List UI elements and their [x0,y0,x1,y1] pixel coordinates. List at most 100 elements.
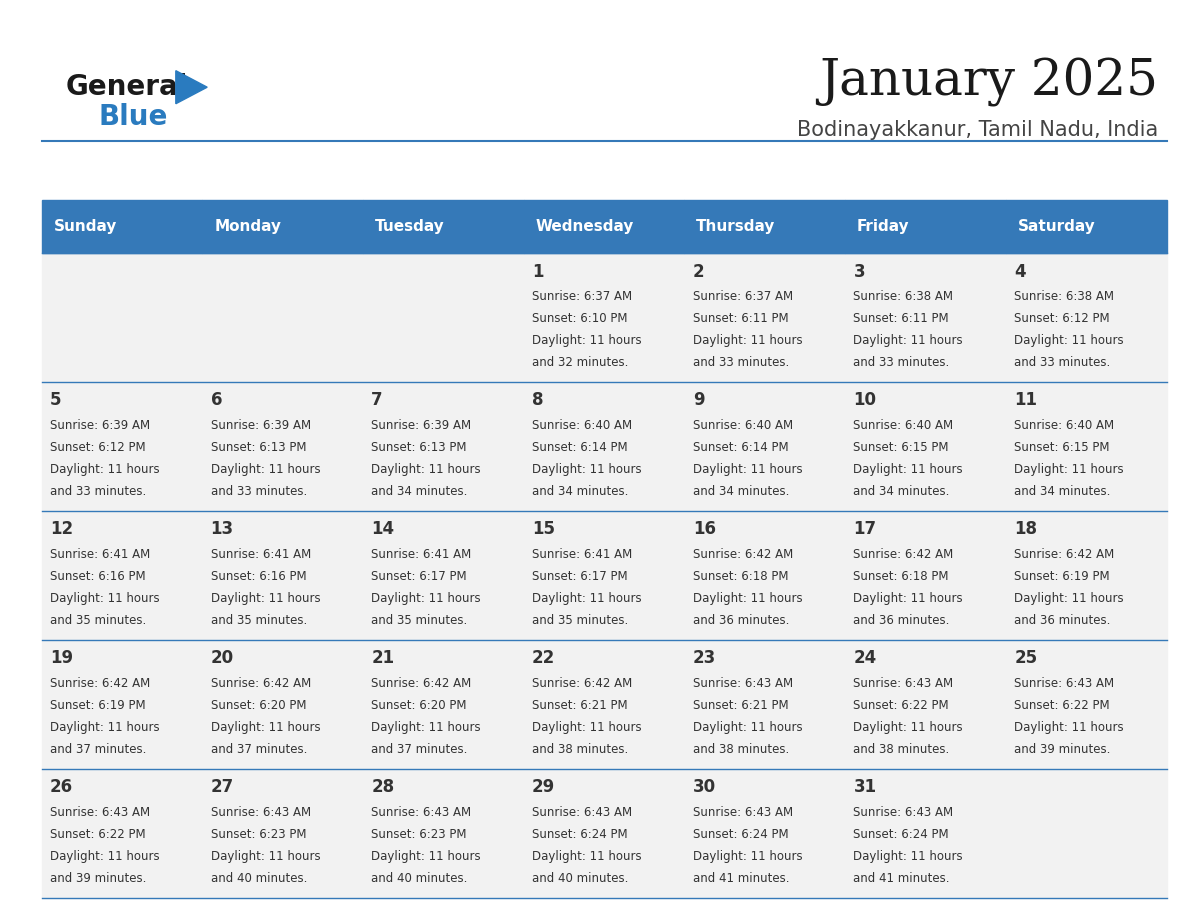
Text: and 33 minutes.: and 33 minutes. [50,485,146,498]
Text: Daylight: 11 hours: Daylight: 11 hours [210,721,321,733]
Text: 2: 2 [693,263,704,281]
Text: Sunrise: 6:40 AM: Sunrise: 6:40 AM [853,419,954,432]
Text: Sunrise: 6:41 AM: Sunrise: 6:41 AM [372,548,472,561]
Text: 29: 29 [532,778,555,796]
Text: and 33 minutes.: and 33 minutes. [853,356,949,369]
Text: Sunset: 6:12 PM: Sunset: 6:12 PM [1015,312,1110,325]
Text: Sunset: 6:20 PM: Sunset: 6:20 PM [372,699,467,711]
Text: Daylight: 11 hours: Daylight: 11 hours [1015,463,1124,476]
Polygon shape [176,71,207,104]
Text: Bodinayakkanur, Tamil Nadu, India: Bodinayakkanur, Tamil Nadu, India [797,120,1158,140]
Text: 25: 25 [1015,649,1037,667]
Text: General: General [65,73,188,101]
Text: Sunrise: 6:40 AM: Sunrise: 6:40 AM [1015,419,1114,432]
Text: Sunset: 6:19 PM: Sunset: 6:19 PM [1015,570,1110,583]
Text: Sunset: 6:22 PM: Sunset: 6:22 PM [853,699,949,711]
Text: Sunrise: 6:37 AM: Sunrise: 6:37 AM [532,290,632,303]
Bar [42,511,1167,640]
Text: 24: 24 [853,649,877,667]
Text: Sunrise: 6:42 AM: Sunrise: 6:42 AM [372,677,472,689]
Bar [202,200,364,253]
Bar [524,200,684,253]
Text: 27: 27 [210,778,234,796]
Text: and 35 minutes.: and 35 minutes. [532,614,628,627]
Text: 30: 30 [693,778,716,796]
Text: Saturday: Saturday [1018,219,1095,234]
Text: 6: 6 [210,391,222,409]
Text: and 40 minutes.: and 40 minutes. [372,872,468,885]
Text: Sunset: 6:10 PM: Sunset: 6:10 PM [532,312,627,325]
Text: Daylight: 11 hours: Daylight: 11 hours [853,463,963,476]
Text: Daylight: 11 hours: Daylight: 11 hours [853,592,963,605]
Text: Sunset: 6:12 PM: Sunset: 6:12 PM [50,441,145,454]
Text: Sunset: 6:24 PM: Sunset: 6:24 PM [532,828,627,841]
Bar [42,382,1167,511]
Text: Sunset: 6:11 PM: Sunset: 6:11 PM [853,312,949,325]
Text: 17: 17 [853,521,877,538]
Text: Sunrise: 6:42 AM: Sunrise: 6:42 AM [210,677,311,689]
Bar [42,200,202,253]
Text: Sunset: 6:18 PM: Sunset: 6:18 PM [853,570,949,583]
Text: Sunrise: 6:42 AM: Sunrise: 6:42 AM [532,677,632,689]
Text: Sunset: 6:23 PM: Sunset: 6:23 PM [210,828,307,841]
Text: Sunrise: 6:40 AM: Sunrise: 6:40 AM [693,419,792,432]
Text: 3: 3 [853,263,865,281]
Text: Sunrise: 6:39 AM: Sunrise: 6:39 AM [50,419,150,432]
Text: Sunset: 6:23 PM: Sunset: 6:23 PM [372,828,467,841]
Text: Daylight: 11 hours: Daylight: 11 hours [1015,721,1124,733]
Text: Sunset: 6:15 PM: Sunset: 6:15 PM [1015,441,1110,454]
Text: and 34 minutes.: and 34 minutes. [1015,485,1111,498]
Text: Sunset: 6:13 PM: Sunset: 6:13 PM [210,441,307,454]
Text: Daylight: 11 hours: Daylight: 11 hours [1015,592,1124,605]
Text: 8: 8 [532,391,544,409]
Text: Sunset: 6:16 PM: Sunset: 6:16 PM [50,570,145,583]
Text: Sunset: 6:13 PM: Sunset: 6:13 PM [372,441,467,454]
Bar [42,640,1167,769]
Text: Sunset: 6:11 PM: Sunset: 6:11 PM [693,312,789,325]
Text: and 36 minutes.: and 36 minutes. [853,614,950,627]
Text: and 38 minutes.: and 38 minutes. [693,743,789,756]
Text: Sunrise: 6:41 AM: Sunrise: 6:41 AM [50,548,150,561]
Text: Friday: Friday [857,219,910,234]
Text: and 40 minutes.: and 40 minutes. [532,872,628,885]
Text: 31: 31 [853,778,877,796]
Text: Daylight: 11 hours: Daylight: 11 hours [1015,334,1124,347]
Text: 20: 20 [210,649,234,667]
Text: 16: 16 [693,521,716,538]
Text: Sunrise: 6:41 AM: Sunrise: 6:41 AM [210,548,311,561]
Text: Sunrise: 6:42 AM: Sunrise: 6:42 AM [693,548,794,561]
Text: Daylight: 11 hours: Daylight: 11 hours [693,721,802,733]
Text: Sunset: 6:14 PM: Sunset: 6:14 PM [693,441,789,454]
Text: Sunrise: 6:42 AM: Sunrise: 6:42 AM [1015,548,1114,561]
Text: Sunrise: 6:39 AM: Sunrise: 6:39 AM [372,419,472,432]
Text: Sunset: 6:24 PM: Sunset: 6:24 PM [853,828,949,841]
Text: Sunset: 6:17 PM: Sunset: 6:17 PM [372,570,467,583]
Text: and 34 minutes.: and 34 minutes. [372,485,468,498]
Text: 22: 22 [532,649,555,667]
Text: 12: 12 [50,521,72,538]
Text: Daylight: 11 hours: Daylight: 11 hours [210,850,321,863]
Text: Daylight: 11 hours: Daylight: 11 hours [532,592,642,605]
Text: Daylight: 11 hours: Daylight: 11 hours [50,463,159,476]
Text: Sunrise: 6:40 AM: Sunrise: 6:40 AM [532,419,632,432]
Text: Sunset: 6:17 PM: Sunset: 6:17 PM [532,570,627,583]
Text: and 34 minutes.: and 34 minutes. [853,485,950,498]
Text: Sunday: Sunday [53,219,116,234]
Text: 26: 26 [50,778,72,796]
Bar [845,200,1006,253]
Bar [1006,200,1167,253]
Text: Sunset: 6:19 PM: Sunset: 6:19 PM [50,699,145,711]
Text: and 37 minutes.: and 37 minutes. [210,743,307,756]
Text: Daylight: 11 hours: Daylight: 11 hours [853,850,963,863]
Text: Sunrise: 6:39 AM: Sunrise: 6:39 AM [210,419,311,432]
Text: and 34 minutes.: and 34 minutes. [532,485,628,498]
Text: 28: 28 [372,778,394,796]
Text: and 41 minutes.: and 41 minutes. [693,872,789,885]
Text: Daylight: 11 hours: Daylight: 11 hours [372,850,481,863]
Text: 4: 4 [1015,263,1025,281]
Text: Daylight: 11 hours: Daylight: 11 hours [532,721,642,733]
Text: Sunset: 6:15 PM: Sunset: 6:15 PM [853,441,949,454]
Text: and 39 minutes.: and 39 minutes. [50,872,146,885]
Text: Sunrise: 6:43 AM: Sunrise: 6:43 AM [1015,677,1114,689]
Text: 23: 23 [693,649,716,667]
